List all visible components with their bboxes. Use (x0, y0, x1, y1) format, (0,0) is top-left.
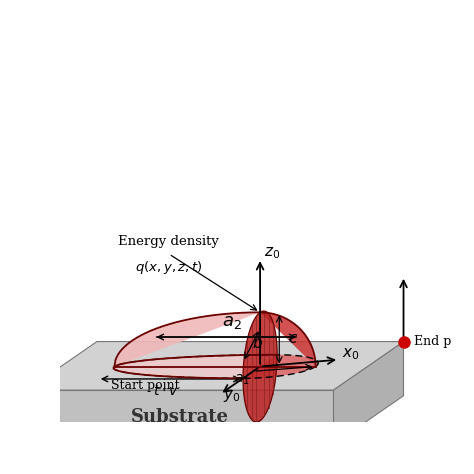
Polygon shape (114, 312, 260, 366)
Text: End p: End p (414, 335, 452, 348)
Text: Energy density: Energy density (118, 236, 219, 248)
Polygon shape (333, 342, 403, 444)
Polygon shape (113, 355, 277, 378)
Text: $a_1$: $a_1$ (234, 373, 250, 387)
Text: $a_2$: $a_2$ (221, 313, 241, 331)
Text: $b$: $b$ (252, 335, 263, 351)
Polygon shape (27, 390, 333, 444)
Polygon shape (243, 355, 318, 378)
Text: $z_0$: $z_0$ (264, 246, 281, 261)
Text: $t\cdot v$: $t\cdot v$ (153, 384, 179, 398)
Polygon shape (243, 311, 277, 422)
Text: $q(x,y,z,t)$: $q(x,y,z,t)$ (135, 259, 203, 276)
Text: Start point: Start point (111, 379, 180, 392)
Polygon shape (260, 312, 316, 366)
Text: $x_0$: $x_0$ (342, 347, 360, 363)
Text: $y_0$: $y_0$ (223, 388, 240, 404)
Text: $c$: $c$ (288, 332, 299, 346)
Polygon shape (27, 342, 403, 390)
Text: Substrate: Substrate (131, 408, 229, 426)
